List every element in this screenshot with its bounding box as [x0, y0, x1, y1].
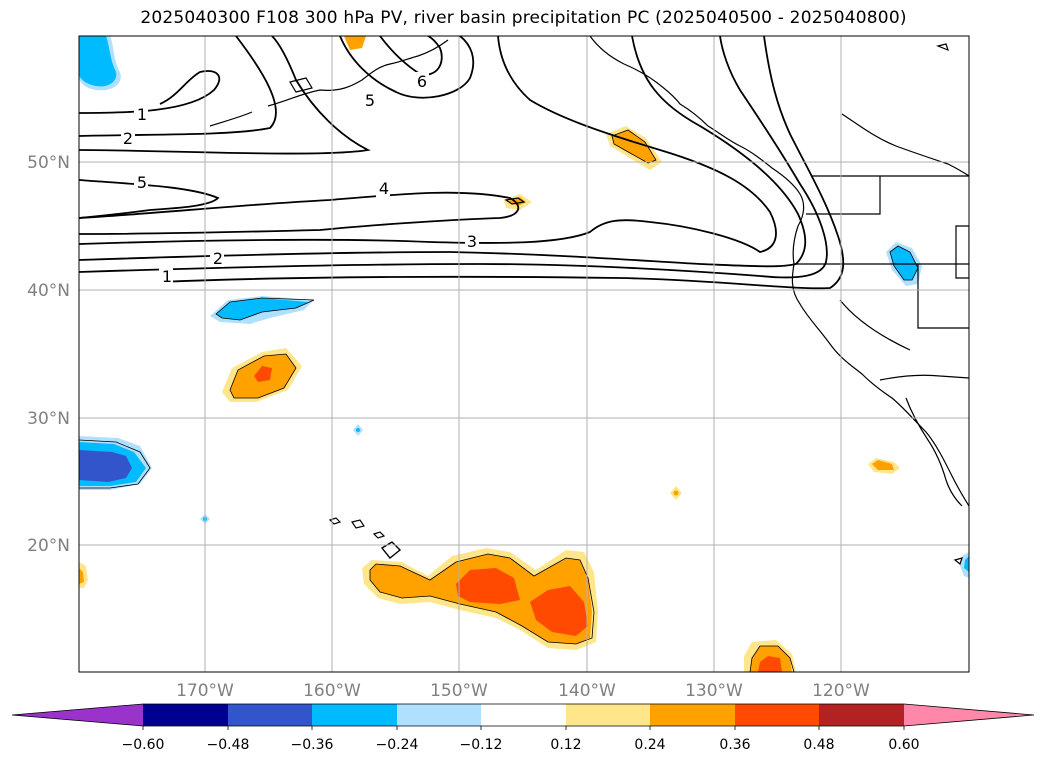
colorbar-tick: 0.60 [888, 737, 919, 753]
colorbar-tick: −0.48 [207, 737, 250, 753]
latitude-labels: 50°N 40°N 30°N 20°N [27, 153, 70, 556]
colorbar-segment [312, 704, 397, 726]
lon-label: 130°W [685, 681, 743, 701]
contour-label: 2 [213, 249, 223, 268]
lon-label: 140°W [558, 681, 616, 701]
precip-shading [79, 36, 969, 672]
contour-label: 4 [379, 179, 389, 198]
lon-label: 120°W [812, 681, 870, 701]
orange-blob-north [344, 36, 366, 50]
colorbar-tick: 0.36 [719, 737, 750, 753]
lat-label: 30°N [27, 409, 70, 429]
colorbar-tick: 0.12 [550, 737, 581, 753]
contour-label: 1 [162, 267, 172, 286]
longitude-labels: 170°W 160°W 150°W 140°W 130°W 120°W [176, 681, 870, 701]
lon-label: 150°W [430, 681, 488, 701]
contour-label: 3 [467, 232, 477, 251]
colorbar-tick: 0.24 [634, 737, 665, 753]
colorbar-arrow-right [904, 704, 1034, 726]
colorbar-segment [650, 704, 735, 726]
lon-label: 170°W [176, 681, 234, 701]
colorbar-tick: −0.36 [291, 737, 334, 753]
colorbar-arrow-left [12, 704, 143, 726]
lat-label: 20°N [27, 536, 70, 556]
contour-label: 5 [137, 173, 147, 192]
colorbar-segment [397, 704, 481, 726]
lon-label: 160°W [303, 681, 361, 701]
colorbar-tick: 0.48 [803, 737, 834, 753]
colorbar-segment [819, 704, 904, 726]
contour-label: 1 [137, 105, 147, 124]
lat-label: 40°N [27, 281, 70, 301]
contour-label: 2 [123, 129, 133, 148]
colorbar-segment [228, 704, 312, 726]
colorbar-tick: −0.60 [122, 737, 165, 753]
colorbar-segment [566, 704, 650, 726]
contour-label: 5 [365, 91, 375, 110]
lat-label: 50°N [27, 153, 70, 173]
map-frame [78, 35, 970, 673]
contour-label: 6 [417, 72, 427, 91]
colorbar-segment [735, 704, 819, 726]
colorbar-tick: −0.12 [460, 737, 503, 753]
coastlines [209, 36, 969, 566]
contour-labels: 1 2 5 4 3 2 1 5 6 [121, 72, 479, 286]
colorbar-segment [481, 704, 566, 726]
colorbar-tick: −0.24 [376, 737, 419, 753]
map-title: 2025040300 F108 300 hPa PV, river basin … [140, 8, 907, 28]
colorbar-segment [143, 704, 228, 726]
colorbar: −0.60 −0.48 −0.36 −0.24 −0.12 0.12 0.24 … [11, 703, 1035, 753]
graticule [79, 36, 969, 672]
pv-contours [79, 36, 845, 290]
